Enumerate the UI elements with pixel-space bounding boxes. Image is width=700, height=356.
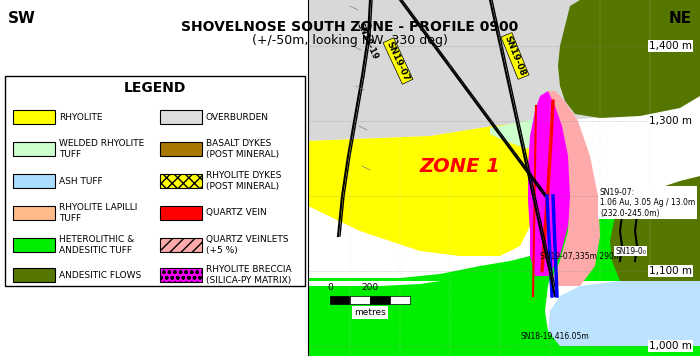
Bar bbox=[160, 206, 202, 220]
Text: RHYOLITE: RHYOLITE bbox=[59, 112, 102, 121]
Text: BASALT DYKES
(POST MINERAL): BASALT DYKES (POST MINERAL) bbox=[206, 139, 279, 159]
Text: metres: metres bbox=[354, 308, 386, 317]
Bar bbox=[330, 296, 350, 304]
Polygon shape bbox=[610, 176, 700, 281]
Text: 1,400 m: 1,400 m bbox=[649, 41, 692, 51]
Bar bbox=[390, 296, 410, 304]
Text: SN19-07,335m 290m: SN19-07,335m 290m bbox=[540, 251, 622, 261]
Text: QUARTZ VEIN: QUARTZ VEIN bbox=[206, 209, 267, 218]
Polygon shape bbox=[528, 91, 572, 276]
Text: 1,300 m: 1,300 m bbox=[649, 116, 692, 126]
Polygon shape bbox=[308, 118, 548, 256]
Bar bbox=[13, 142, 55, 156]
Text: HETEROLITHIC &
ANDESITIC TUFF: HETEROLITHIC & ANDESITIC TUFF bbox=[59, 235, 134, 255]
Polygon shape bbox=[548, 91, 600, 286]
Bar bbox=[370, 296, 390, 304]
Text: OVERBURDEN: OVERBURDEN bbox=[206, 112, 269, 121]
Bar bbox=[13, 238, 55, 252]
Text: SN19-07:
1.06 Au, 3.05 Ag / 13.0m
(232.0-245.0m): SN19-07: 1.06 Au, 3.05 Ag / 13.0m (232.0… bbox=[600, 188, 695, 218]
Bar bbox=[160, 174, 202, 188]
Text: RHYOLITE LAPILLI
TUFF: RHYOLITE LAPILLI TUFF bbox=[59, 203, 137, 223]
Text: SN18-19: SN18-19 bbox=[354, 21, 379, 61]
Bar bbox=[13, 174, 55, 188]
Text: RHYOLITE DYKES
(POST MINERAL): RHYOLITE DYKES (POST MINERAL) bbox=[206, 171, 281, 191]
Text: WELDED RHYOLITE
TUFF: WELDED RHYOLITE TUFF bbox=[59, 139, 144, 159]
Text: SHOVELNOSE SOUTH ZONE - PROFILE 0900: SHOVELNOSE SOUTH ZONE - PROFILE 0900 bbox=[181, 20, 519, 34]
Polygon shape bbox=[558, 0, 700, 118]
Bar bbox=[13, 206, 55, 220]
Bar bbox=[160, 110, 202, 124]
Text: QUARTZ VEINLETS
(+5 %): QUARTZ VEINLETS (+5 %) bbox=[206, 235, 288, 255]
Text: 1,000 m: 1,000 m bbox=[649, 341, 692, 351]
Text: SN19-08: SN19-08 bbox=[503, 35, 527, 78]
Text: ASH TUFF: ASH TUFF bbox=[59, 177, 103, 185]
Bar bbox=[350, 296, 370, 304]
Text: SN19-07: SN19-07 bbox=[385, 40, 411, 82]
Text: LEGEND: LEGEND bbox=[124, 81, 186, 95]
Bar bbox=[13, 268, 55, 282]
Text: SN19-0₀: SN19-0₀ bbox=[615, 246, 646, 256]
Bar bbox=[160, 238, 202, 252]
Text: 200: 200 bbox=[361, 283, 379, 292]
Polygon shape bbox=[308, 0, 700, 141]
Text: 1,200 m: 1,200 m bbox=[649, 191, 692, 201]
FancyBboxPatch shape bbox=[5, 76, 305, 286]
Bar bbox=[13, 110, 55, 124]
Text: 0: 0 bbox=[327, 283, 333, 292]
Text: SW: SW bbox=[8, 11, 36, 26]
Bar bbox=[160, 142, 202, 156]
Text: (+/-50m, looking NW, 330 deg): (+/-50m, looking NW, 330 deg) bbox=[252, 34, 448, 47]
Polygon shape bbox=[548, 281, 700, 346]
Polygon shape bbox=[308, 194, 700, 281]
Text: ZONE 1: ZONE 1 bbox=[419, 157, 500, 176]
Text: SN18-19,416.05m: SN18-19,416.05m bbox=[521, 331, 589, 340]
Text: ANDESITIC FLOWS: ANDESITIC FLOWS bbox=[59, 271, 141, 279]
Polygon shape bbox=[308, 241, 700, 356]
Text: 1,100 m: 1,100 m bbox=[649, 266, 692, 276]
Text: NE: NE bbox=[669, 11, 692, 26]
Text: RHYOLITE BRECCIA
(SILICA-PY MATRIX): RHYOLITE BRECCIA (SILICA-PY MATRIX) bbox=[206, 265, 292, 285]
Polygon shape bbox=[490, 118, 548, 151]
Bar bbox=[160, 268, 202, 282]
